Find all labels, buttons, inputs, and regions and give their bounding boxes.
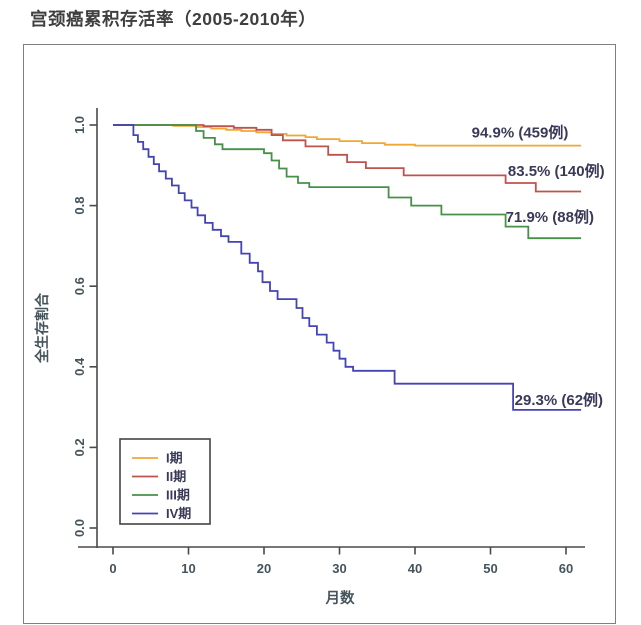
annotation-IV期: 29.3% (62例) bbox=[515, 391, 603, 409]
series-line-IV期 bbox=[113, 124, 582, 411]
x-tick-label: 60 bbox=[559, 561, 573, 576]
page-title: 宫颈癌累积存活率（2005-2010年） bbox=[30, 9, 317, 29]
series-line-III期 bbox=[113, 124, 582, 240]
series-line-II期 bbox=[113, 124, 582, 193]
x-tick-label: 40 bbox=[408, 561, 422, 576]
x-tick-label: 30 bbox=[332, 561, 346, 576]
legend-box bbox=[119, 438, 211, 525]
legend-label-IV期: IV期 bbox=[166, 506, 191, 521]
y-tick-label: 0.6 bbox=[72, 277, 87, 295]
annotation-III期: 71.9% (88例) bbox=[506, 208, 594, 226]
y-tick-label: 0.8 bbox=[72, 197, 87, 215]
y-axis-title: 全生存割合 bbox=[34, 292, 50, 364]
x-axis-title: 月数 bbox=[325, 589, 355, 607]
y-tick-label: 0.4 bbox=[72, 357, 87, 376]
y-tick-label: 0.2 bbox=[72, 438, 87, 456]
annotation-I期: 94.9% (459例) bbox=[472, 124, 569, 142]
legend-label-I期: I期 bbox=[166, 451, 183, 466]
legend-label-II期: II期 bbox=[166, 469, 186, 484]
annotation-II期: 83.5% (140例) bbox=[508, 162, 605, 180]
x-tick-label: 20 bbox=[257, 561, 271, 576]
x-tick-label: 10 bbox=[181, 561, 195, 576]
legend-label-III期: III期 bbox=[166, 488, 190, 503]
x-tick-label: 50 bbox=[483, 561, 497, 576]
y-tick-label: 1.0 bbox=[72, 116, 87, 134]
x-tick-label: 0 bbox=[109, 561, 116, 576]
y-tick-label: 0.0 bbox=[72, 519, 87, 537]
